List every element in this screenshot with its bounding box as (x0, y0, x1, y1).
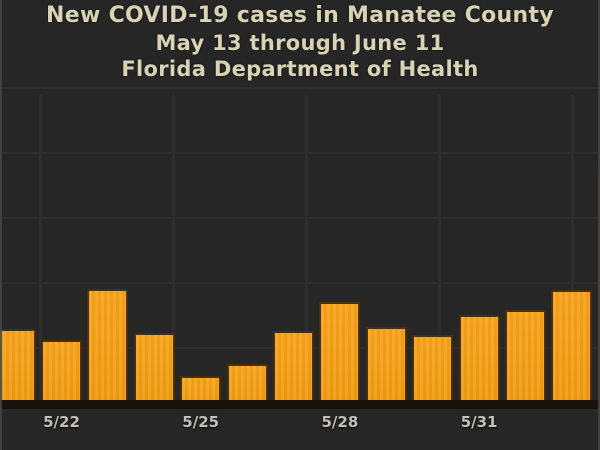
vertical-gridline (172, 95, 175, 404)
chart-title-block: New COVID-19 cases in Manatee County May… (0, 2, 600, 82)
bar-5-24 (133, 333, 175, 404)
chart-subtitle-date-range: May 13 through June 11 (155, 31, 445, 55)
x-tick-label-5-25: 5/25 (182, 413, 220, 431)
x-tick-label-5-28: 5/28 (321, 413, 359, 431)
horizontal-gridline (0, 152, 600, 154)
chart-title: New COVID-19 cases in Manatee County (46, 3, 554, 28)
bar-5-30 (412, 335, 454, 404)
bar-5-28 (319, 302, 361, 404)
right-edge-border (598, 0, 600, 450)
x-axis-baseline (0, 400, 600, 409)
bar-5-23 (87, 289, 129, 404)
bar-5-29 (365, 327, 407, 404)
chart-source-caption: Florida Department of Health (121, 57, 479, 81)
bar-5-31 (458, 315, 500, 404)
x-tick-label-5-31: 5/31 (460, 413, 498, 431)
bar-6-1 (505, 310, 546, 404)
bar-5-25 (180, 376, 222, 404)
vertical-gridline (438, 95, 441, 404)
bar-5-26 (226, 364, 268, 404)
bar-5-22 (41, 340, 82, 404)
x-tick-label-5-22: 5/22 (43, 413, 80, 431)
vertical-gridline (39, 95, 42, 404)
left-edge-border (0, 0, 2, 450)
horizontal-gridline (0, 87, 600, 89)
vertical-gridline (571, 95, 574, 404)
bar-5-21 (0, 329, 36, 404)
horizontal-gridline (0, 282, 600, 284)
vertical-gridline (305, 95, 308, 404)
bar-6-2 (551, 290, 593, 404)
bar-5-27 (273, 331, 314, 404)
horizontal-gridline (0, 217, 600, 219)
